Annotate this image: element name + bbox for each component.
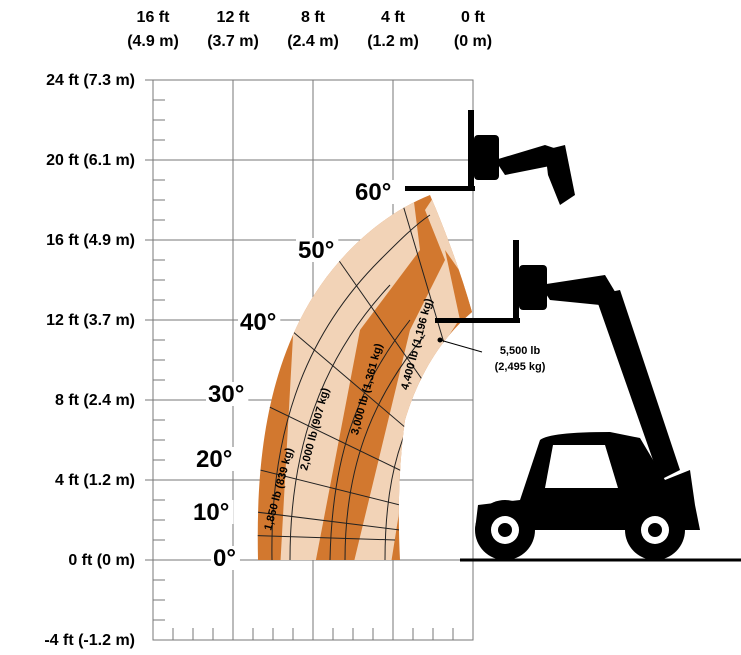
y-label: 0 ft (0 m) xyxy=(68,552,135,569)
x-label-ft: 12 ft xyxy=(217,9,251,26)
load-chart: 5,500 lb (2,495 kg) 16 ft (4.9 m) 12 ft (3.… xyxy=(0,0,741,650)
callout-metric: (2,495 kg) xyxy=(495,361,546,373)
x-label-ft: 4 ft xyxy=(381,9,406,26)
body: {"x_axis": [ {"ft": "16 ft", "m": "(4.9 … xyxy=(0,0,741,655)
angle-label: 0° xyxy=(213,545,236,572)
callout-weight: 5,500 lb xyxy=(500,345,541,357)
angle-label: 40° xyxy=(240,309,276,336)
y-label: 20 ft (6.1 m) xyxy=(46,152,135,169)
angle-label: 50° xyxy=(298,237,334,264)
raised-attachment xyxy=(405,110,575,205)
x-label-m: (2.4 m) xyxy=(287,33,339,50)
angle-label: 10° xyxy=(193,499,229,526)
x-label-m: (1.2 m) xyxy=(367,33,419,50)
y-label: 16 ft (4.9 m) xyxy=(46,232,135,249)
x-label-ft: 0 ft xyxy=(461,9,486,26)
callout-dot xyxy=(438,338,443,343)
y-label: 12 ft (3.7 m) xyxy=(46,312,135,329)
x-label-m: (0 m) xyxy=(454,33,492,50)
page: Load chart body { margin: 0; background:… xyxy=(0,0,741,655)
callout-line xyxy=(440,340,482,352)
x-label-m: (3.7 m) xyxy=(207,33,259,50)
telehandler xyxy=(435,240,700,560)
x-label-ft: 8 ft xyxy=(301,9,326,26)
angle-label: 20° xyxy=(196,446,232,473)
x-label-ft: 16 ft xyxy=(137,9,171,26)
x-label-m: (4.9 m) xyxy=(127,33,179,50)
y-label: -4 ft (-1.2 m) xyxy=(44,632,135,649)
y-label: 4 ft (1.2 m) xyxy=(55,472,135,489)
angle-label: 60° xyxy=(355,179,391,206)
angle-label: 30° xyxy=(208,381,244,408)
y-label: 24 ft (7.3 m) xyxy=(46,72,135,89)
y-label: 8 ft (2.4 m) xyxy=(55,392,135,409)
